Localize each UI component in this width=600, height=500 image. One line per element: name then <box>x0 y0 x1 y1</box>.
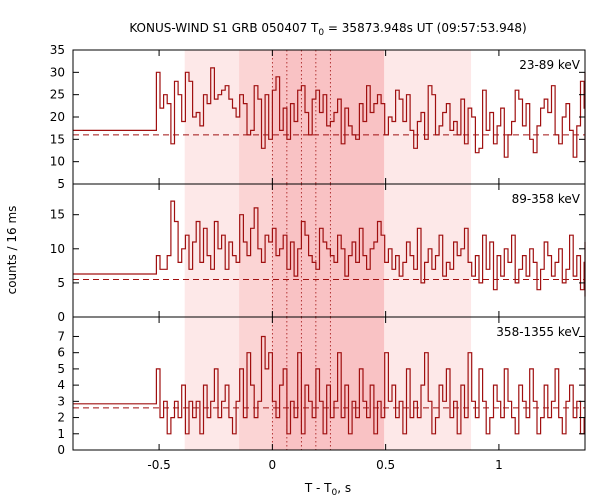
panel-2: 0 1 2 3 4 5 6 7 358-1355 keV <box>57 316 586 457</box>
x-tick-label: 1 <box>495 458 503 472</box>
y-tick-label: 5 <box>57 362 65 376</box>
count-histogram <box>73 335 586 435</box>
energy-band-label: 358-1355 keV <box>496 325 580 339</box>
y-tick-label: 20 <box>50 110 65 124</box>
x-axis-label: T - T0, s <box>304 481 351 498</box>
panel-frame <box>72 316 586 451</box>
y-tick-label: 7 <box>57 329 65 343</box>
y-tick-label: 5 <box>57 177 65 191</box>
x-tick-label: 0 <box>269 458 277 472</box>
y-tick-label: 0 <box>57 443 65 457</box>
y-tick-label: 30 <box>50 65 65 79</box>
x-tick-label: 0.5 <box>376 458 395 472</box>
y-axis-label: counts / 16 ms <box>5 206 19 295</box>
y-tick-label: 10 <box>50 155 65 169</box>
y-tick-label: 3 <box>57 394 65 408</box>
y-tick-label: 25 <box>50 88 65 102</box>
x-tick-label: -0.5 <box>147 458 170 472</box>
panel-0: 5 10 15 20 25 30 35 23-89 keV <box>50 43 586 191</box>
chart-title: KONUS-WIND S1 GRB 050407 T0 = 35873.948s… <box>129 21 526 38</box>
y-tick-label: 1 <box>57 427 65 441</box>
band-dark <box>272 317 385 450</box>
y-tick-label: 5 <box>57 276 65 290</box>
y-tick-label: 35 <box>50 43 65 57</box>
y-tick-label: 15 <box>50 132 65 146</box>
y-tick-label: 0 <box>57 310 65 324</box>
count-histogram <box>73 67 586 162</box>
y-tick-label: 6 <box>57 346 65 360</box>
y-tick-label: 2 <box>57 411 65 425</box>
band-dark <box>272 50 385 184</box>
y-tick-label: 15 <box>50 208 65 222</box>
band-dark <box>272 184 385 317</box>
panel-1: 0 5 10 15 89-358 keV <box>50 183 586 324</box>
y-tick-label: 4 <box>57 378 65 392</box>
y-tick-label: 10 <box>50 242 65 256</box>
count-histogram <box>73 200 586 297</box>
energy-band-label: 89-358 keV <box>512 192 581 206</box>
energy-band-label: 23-89 keV <box>519 58 581 72</box>
